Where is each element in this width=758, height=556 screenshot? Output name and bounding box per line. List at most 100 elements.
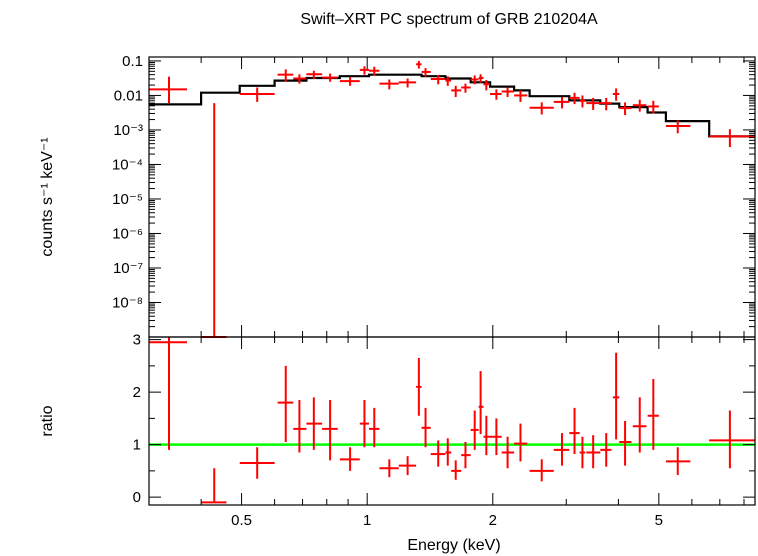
ratio-point — [483, 415, 491, 456]
ratio-point — [586, 435, 601, 469]
data-point — [368, 66, 380, 76]
ratio-point — [368, 407, 380, 448]
y-tick-label: 0 — [133, 489, 141, 506]
ratio-point — [359, 400, 369, 448]
x-tick-label: 0.5 — [231, 512, 252, 529]
y-tick-label: 10⁻⁴ — [112, 156, 143, 173]
data-point — [478, 74, 484, 83]
data-point — [379, 79, 399, 90]
data-point — [239, 87, 275, 102]
bottom-panel-frame — [148, 336, 756, 506]
data-point — [461, 83, 471, 93]
data-point — [277, 69, 294, 82]
ratio-point — [569, 407, 580, 455]
data-point — [359, 66, 369, 75]
data-point — [600, 97, 612, 111]
ratio-point — [461, 442, 471, 469]
y-tick-label: 10⁻³ — [113, 122, 143, 139]
ratio-point — [306, 397, 323, 450]
chart-title: Swift–XRT PC spectrum of GRB 210204A — [300, 11, 598, 28]
y-tick-label: 0.1 — [122, 53, 143, 70]
data-point — [470, 75, 479, 85]
data-point — [201, 103, 227, 338]
ratio-point — [665, 447, 691, 476]
data-point — [451, 85, 462, 98]
bottom-panel: 0 1 2 3 0.5 1 2 5 ratio Energy (keV) — [39, 332, 756, 554]
ratio-point — [339, 447, 360, 471]
y-tick-label: 10⁻⁸ — [112, 294, 143, 311]
y-tick-label: 10⁻⁵ — [112, 191, 143, 208]
data-point — [612, 88, 620, 101]
x-tick-label: 2 — [489, 512, 497, 529]
ratio-point — [430, 440, 446, 467]
ratio-point — [379, 459, 399, 478]
y-tick-label: 0.01 — [114, 87, 143, 104]
ratio-point — [612, 352, 620, 440]
data-point — [339, 77, 360, 86]
ratio-point — [579, 436, 586, 469]
data-point — [398, 78, 417, 88]
data-point — [529, 102, 554, 115]
x-tick-label: 5 — [655, 512, 663, 529]
data-point — [490, 89, 502, 100]
ratio-point — [451, 460, 462, 480]
data-point — [514, 90, 528, 102]
data-point — [586, 97, 601, 110]
model-step-line — [149, 73, 755, 138]
ratio-point — [398, 456, 417, 476]
data-point — [430, 75, 446, 85]
data-point — [632, 99, 647, 112]
x-tick-label: 1 — [363, 512, 371, 529]
data-point — [501, 87, 515, 98]
ratio-point — [529, 459, 554, 482]
y-tick-label: 10⁻⁶ — [112, 225, 143, 242]
ratio-point — [470, 410, 479, 450]
ratio-point — [600, 433, 612, 467]
data-point — [665, 120, 691, 134]
top-panel-frame — [148, 56, 756, 338]
top-plot-area — [149, 60, 755, 338]
data-point — [569, 92, 580, 105]
ratio-point — [619, 421, 632, 466]
ratio-point — [709, 410, 755, 469]
bottom-y-axis-label: ratio — [39, 405, 56, 436]
data-point — [445, 76, 452, 86]
ratio-point — [478, 371, 484, 435]
ratio-point — [514, 423, 528, 462]
ratio-point — [239, 447, 275, 479]
data-point — [322, 73, 338, 82]
ratio-point — [421, 407, 431, 448]
bottom-axes: 0 1 2 3 0.5 1 2 5 — [133, 332, 755, 529]
y-tick-label: 1 — [133, 437, 141, 454]
data-point — [416, 60, 422, 69]
top-panel: 0.1 0.01 10⁻³ 10⁻⁴ 10⁻⁵ 10⁻⁶ 10⁻⁷ 10⁻⁸ counts s… — [39, 53, 756, 338]
ratio-point — [632, 397, 647, 453]
top-axes: 0.1 0.01 10⁻³ 10⁻⁴ 10⁻⁵ 10⁻⁶ 10⁻⁷ 10⁻⁸ — [112, 53, 755, 337]
data-point — [421, 68, 431, 77]
ratio-point — [149, 337, 188, 450]
y-tick-label: 2 — [133, 384, 141, 401]
ratio-point — [490, 418, 502, 456]
ratio-point — [277, 365, 294, 442]
data-point — [647, 100, 659, 114]
data-point — [306, 70, 323, 79]
ratio-point — [553, 433, 570, 466]
ratio-point — [322, 400, 338, 461]
ratio-point — [501, 436, 515, 469]
ratio-point — [293, 400, 307, 453]
ratio-point — [445, 438, 452, 466]
ratio-point — [201, 468, 227, 504]
data-point — [149, 76, 188, 104]
data-point — [553, 97, 570, 109]
data-point — [619, 102, 632, 116]
y-tick-label: 10⁻⁷ — [113, 260, 143, 277]
data-point — [709, 129, 755, 148]
x-axis-label: Energy (keV) — [407, 537, 500, 554]
data-point — [483, 80, 491, 91]
data-point — [579, 95, 586, 108]
ratio-point — [416, 358, 422, 416]
y-tick-label: 3 — [133, 332, 141, 349]
bottom-plot-area — [149, 337, 755, 504]
top-y-axis-label: counts s⁻¹ keV⁻¹ — [39, 137, 56, 256]
